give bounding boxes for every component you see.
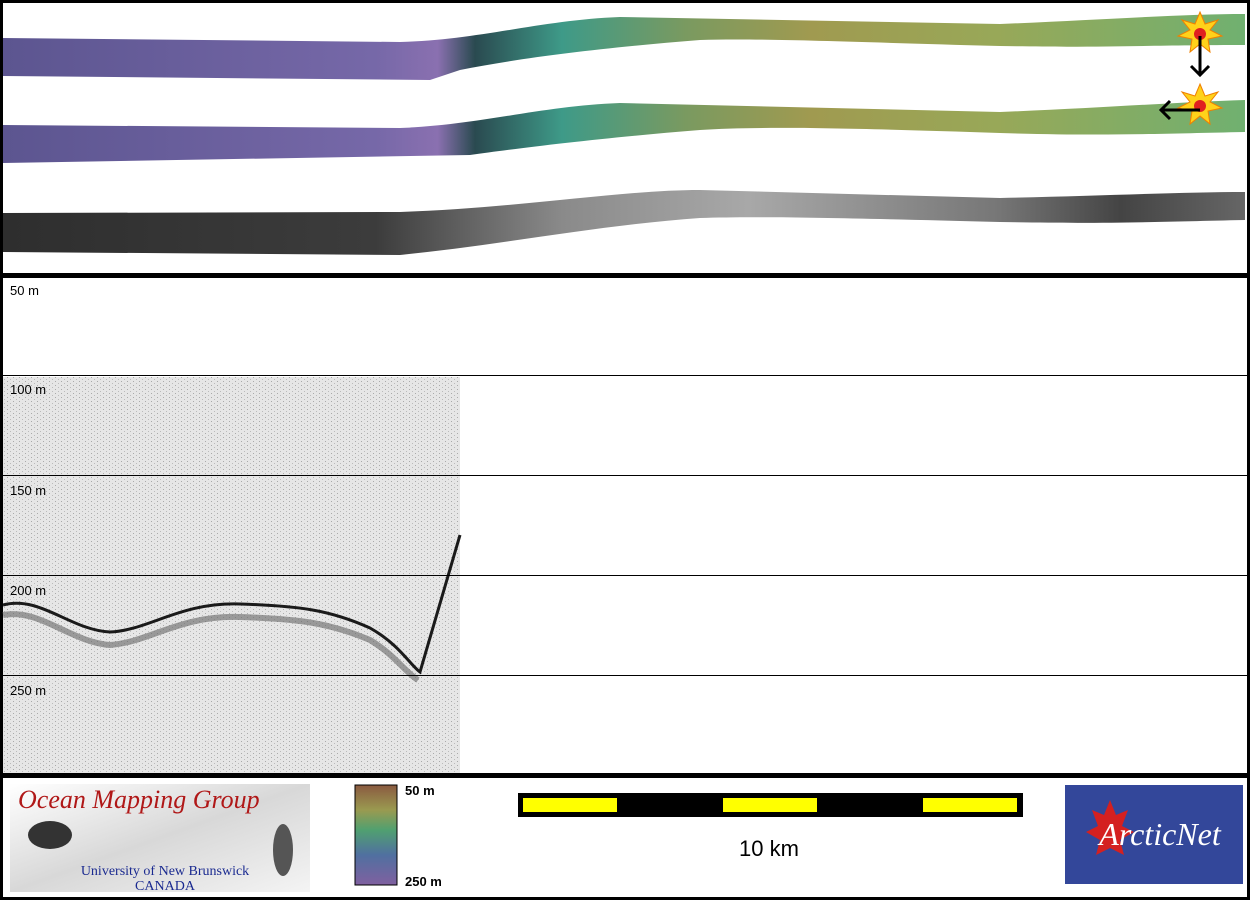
scale-bar-segment xyxy=(923,798,1017,812)
logo-country: CANADA xyxy=(135,879,196,894)
logo-title: Ocean Mapping Group xyxy=(18,785,260,814)
colorbar-bottom-label: 250 m xyxy=(405,874,442,889)
logo-subtitle: University of New Brunswick xyxy=(81,864,249,879)
depth-grid xyxy=(3,375,1247,676)
arrow xyxy=(1158,99,1200,121)
bathymetry-swath xyxy=(3,100,1245,163)
maple-leaf xyxy=(1086,800,1134,855)
bathymetry-swath xyxy=(3,14,1245,80)
colorbar-top-label: 50 m xyxy=(405,783,435,798)
scale-bar xyxy=(518,793,1023,817)
depth-label: 50 m xyxy=(10,283,39,298)
logo-name: ArcticNet xyxy=(1097,816,1222,852)
logo-icon xyxy=(28,821,72,849)
depth-label: 100 m xyxy=(10,382,46,397)
marker-dot xyxy=(1194,28,1206,40)
depth-label: 250 m xyxy=(10,683,46,698)
backscatter-swath xyxy=(3,190,1245,255)
arrow xyxy=(1189,36,1211,78)
position-markers xyxy=(1158,10,1224,126)
depth-label: 200 m xyxy=(10,583,46,598)
arcticnet-logo: ArcticNet xyxy=(1065,785,1243,884)
logo-icon xyxy=(273,824,293,876)
colorbar xyxy=(354,784,398,886)
depth-label: 150 m xyxy=(10,483,46,498)
scale-bar-segment xyxy=(523,798,617,812)
scale-bar-segment xyxy=(723,798,817,812)
omg-logo: Ocean Mapping Group University of New Br… xyxy=(10,784,310,894)
seabed-echo xyxy=(2,534,462,675)
sub-bottom-echo xyxy=(2,611,420,683)
scale-bar-label: 10 km xyxy=(739,836,799,861)
